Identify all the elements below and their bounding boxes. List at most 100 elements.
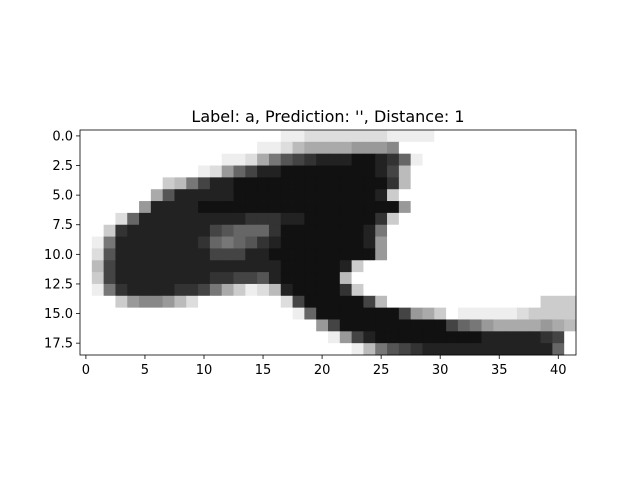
pixel-cell: [481, 201, 494, 214]
pixel-cell: [339, 331, 353, 344]
pixel-cell: [339, 248, 353, 261]
pixel-cell: [363, 343, 376, 356]
pixel-cell: [564, 319, 577, 332]
pixel-cell: [457, 177, 471, 190]
pixel-cell: [280, 189, 293, 202]
pixel-cell: [398, 212, 412, 226]
pixel-cell: [446, 343, 459, 356]
pixel-cell: [162, 165, 175, 178]
pixel-cell: [540, 343, 553, 356]
pixel-cell: [80, 201, 93, 214]
pixel-cell: [80, 224, 93, 237]
pixel-cell: [410, 260, 423, 273]
pixel-cell: [516, 212, 530, 226]
pixel-cell: [564, 177, 577, 190]
pixel-cell: [139, 189, 152, 202]
pixel-cell: [115, 307, 128, 320]
y-tick-label: 10.0: [44, 248, 73, 263]
pixel-cell: [564, 331, 577, 344]
pixel-cell: [387, 295, 400, 309]
pixel-cell: [351, 272, 364, 285]
pixel-cell: [245, 189, 258, 202]
pixel-cell: [552, 153, 565, 166]
pixel-cell: [115, 295, 128, 309]
pixel-cell: [481, 307, 494, 320]
pixel-cell: [505, 248, 518, 261]
pixel-cell: [233, 343, 246, 356]
pixel-cell: [316, 343, 329, 356]
pixel-cell: [493, 272, 506, 285]
pixel-cell: [268, 272, 282, 285]
pixel-cell: [80, 236, 93, 249]
pixel-cell: [540, 189, 553, 202]
pixel-cell: [268, 295, 282, 309]
pixel-cell: [375, 283, 388, 297]
pixel-cell: [469, 177, 482, 190]
pixel-cell: [292, 272, 305, 285]
pixel-cell: [375, 212, 388, 226]
pixel-cell: [268, 236, 282, 249]
pixel-cell: [422, 153, 435, 166]
pixel-cell: [457, 307, 471, 320]
pixel-cell: [375, 165, 388, 178]
pixel-cell: [198, 307, 211, 320]
pixel-cell: [493, 141, 506, 155]
pixel-cell: [174, 272, 187, 285]
pixel-cell: [516, 260, 530, 273]
pixel-cell: [410, 283, 423, 297]
pixel-cell: [292, 248, 305, 261]
pixel-cell: [139, 260, 152, 273]
pixel-cell: [103, 130, 116, 143]
pixel-cell: [304, 295, 317, 309]
pixel-cell: [469, 260, 482, 273]
pixel-cell: [245, 201, 258, 214]
pixel-cell: [257, 165, 270, 178]
pixel-cell: [174, 141, 187, 155]
pixel-cell: [245, 165, 258, 178]
pixel-cell: [245, 224, 258, 237]
pixel-cell: [115, 177, 128, 190]
pixel-cell: [268, 319, 282, 332]
pixel-cell: [540, 272, 553, 285]
pixel-cell: [186, 177, 199, 190]
pixel-cell: [91, 177, 105, 190]
pixel-cell: [127, 212, 140, 226]
pixel-cell: [245, 283, 258, 297]
pixel-cell: [80, 272, 93, 285]
pixel-cell: [422, 319, 435, 332]
pixel-cell: [434, 307, 447, 320]
pixel-cell: [328, 236, 341, 249]
pixel-cell: [481, 141, 494, 155]
pixel-cell: [268, 212, 282, 226]
pixel-cell: [516, 189, 530, 202]
pixel-cell: [115, 236, 128, 249]
pixel-cell: [387, 201, 400, 214]
pixel-cell: [564, 307, 577, 320]
pixel-cell: [127, 236, 140, 249]
pixel-cell: [387, 212, 400, 226]
pixel-cell: [434, 141, 447, 155]
pixel-cell: [505, 224, 518, 237]
pixel-cell: [422, 130, 435, 143]
pixel-cell: [221, 201, 234, 214]
pixel-cell: [516, 331, 530, 344]
pixel-cell: [280, 319, 293, 332]
pixel-cell: [80, 319, 93, 332]
pixel-cell: [103, 224, 116, 237]
pixel-cell: [150, 224, 164, 237]
pixel-cell: [363, 212, 376, 226]
pixel-cell: [422, 201, 435, 214]
pixel-cell: [257, 153, 270, 166]
pixel-cell: [540, 224, 553, 237]
pixel-cell: [221, 331, 234, 344]
pixel-cell: [505, 260, 518, 273]
pixel-cell: [481, 153, 494, 166]
pixel-cell: [398, 153, 412, 166]
pixel-cell: [410, 307, 423, 320]
pixel-cell: [198, 153, 211, 166]
x-tick-label: 10: [196, 363, 213, 378]
pixel-cell: [434, 153, 447, 166]
pixel-cell: [422, 260, 435, 273]
pixel-cell: [481, 177, 494, 190]
pixel-cell: [375, 295, 388, 309]
